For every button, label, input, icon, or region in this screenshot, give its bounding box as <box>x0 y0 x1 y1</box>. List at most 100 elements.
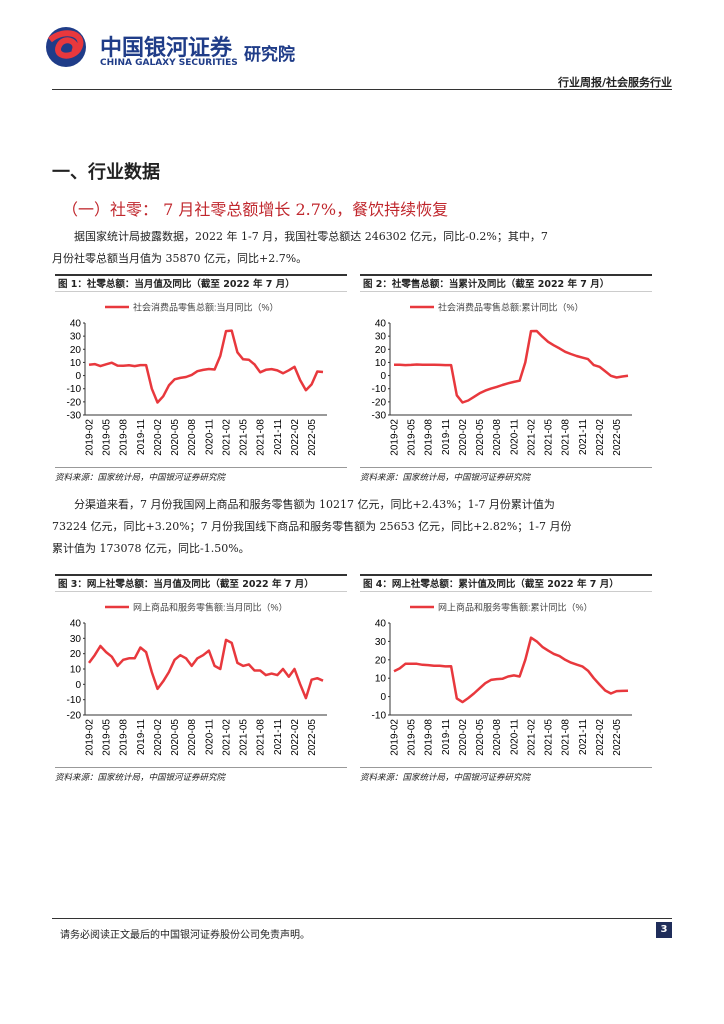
subsection-title: （一）社零： 7 月社零总额增长 2.7%，餐饮持续恢复 <box>62 200 449 219</box>
chart: -10 0 10 20 30 40 2019-02 2019-05 2019-08 2019-11… <box>372 602 632 756</box>
x-tick-label: 2021-08 <box>561 419 572 456</box>
y-tick-label: 20 <box>70 649 82 660</box>
x-tick-label: 2021-08 <box>561 719 572 756</box>
x-tick-label: 2021-02 <box>526 719 537 756</box>
x-tick-label: 2022-02 <box>290 719 301 756</box>
x-tick-label: 2019-05 <box>407 719 418 756</box>
page-number: 3 <box>656 922 672 938</box>
x-tick-label: 2020-08 <box>492 719 503 756</box>
logo <box>46 27 86 67</box>
x-tick-label: 2021-08 <box>256 419 267 456</box>
x-tick-label: 2019-08 <box>119 719 130 756</box>
brand-en: CHINA GALAXY SECURITIES <box>100 58 238 68</box>
x-tick-label: 2020-08 <box>187 719 198 756</box>
figure-title: 图 2：社零售总额：当累计及同比（截至 2022 年 7 月） <box>360 274 652 292</box>
figure-source: 资料来源：国家统计局，中国银河证券研究院 <box>360 467 652 483</box>
y-tick-label: 0 <box>380 371 386 382</box>
paragraph: 据国家统计局披露数据，2022 年 1-7 月，我国社零总额达 246302 亿… <box>52 230 548 265</box>
x-tick-label: 2021-05 <box>239 719 250 756</box>
y-tick-label: 10 <box>70 358 82 369</box>
x-tick-label: 2020-11 <box>204 719 215 755</box>
x-tick-label: 2019-05 <box>102 419 113 456</box>
x-tick-label: 2022-02 <box>595 719 606 756</box>
x-tick-label: 2020-02 <box>153 419 164 456</box>
y-tick-label: 40 <box>375 319 387 330</box>
y-tick-label: 10 <box>375 358 387 369</box>
x-tick-label: 2021-02 <box>221 719 232 756</box>
x-tick-label: 2021-11 <box>273 419 284 455</box>
x-tick-label: 2021-05 <box>239 419 250 456</box>
figure: 图 3：网上社零总额：当月值及同比（截至 2022 年 7 月） 资料来源：国家统… <box>55 574 347 789</box>
x-tick-label: 2019-08 <box>119 419 130 456</box>
y-tick-label: 0 <box>75 680 81 691</box>
x-tick-label: 2021-02 <box>526 419 537 456</box>
x-tick-label: 2021-11 <box>273 719 284 755</box>
x-tick-label: 2020-05 <box>475 719 486 756</box>
y-tick-label: -10 <box>67 695 82 706</box>
line-series <box>393 329 629 404</box>
y-tick-label: 20 <box>70 345 82 356</box>
y-tick-label: 40 <box>70 619 82 630</box>
y-tick-label: -30 <box>67 411 82 422</box>
chart: -30 -20 -10 0 10 20 30 40 2019-02 2019-05 2019-08 2… <box>372 302 632 456</box>
y-tick-label: 0 <box>75 371 81 382</box>
legend-label: 社会消费品零售总额:当月同比（%） <box>133 302 279 313</box>
x-tick-label: 2019-02 <box>85 719 96 756</box>
y-tick-label: -30 <box>372 411 387 422</box>
y-tick-label: -10 <box>372 711 387 722</box>
x-tick-label: 2020-11 <box>509 419 520 455</box>
figure-source: 资料来源：国家统计局，中国银河证券研究院 <box>55 467 347 483</box>
y-tick-label: 30 <box>70 332 82 343</box>
y-tick-label: 30 <box>375 637 387 648</box>
x-tick-label: 2019-02 <box>390 719 401 756</box>
figure-title: 图 1：社零总额：当月值及同比（截至 2022 年 7 月） <box>55 274 347 292</box>
x-tick-label: 2021-02 <box>221 419 232 456</box>
x-tick-label: 2020-11 <box>204 419 215 455</box>
x-tick-label: 2021-11 <box>578 419 589 455</box>
y-tick-label: -10 <box>67 384 82 395</box>
x-tick-label: 2019-05 <box>407 419 418 456</box>
x-tick-label: 2022-02 <box>290 419 301 456</box>
y-tick-label: 0 <box>380 692 386 703</box>
y-tick-label: 30 <box>70 634 82 645</box>
figure: 图 1：社零总额：当月值及同比（截至 2022 年 7 月） 资料来源：国家统计局… <box>55 274 347 489</box>
x-tick-label: 2022-05 <box>612 719 623 756</box>
figure: 图 2：社零售总额：当累计及同比（截至 2022 年 7 月） 资料来源：国家统计… <box>360 274 652 489</box>
line-series <box>87 638 324 700</box>
x-tick-label: 2020-05 <box>170 719 181 756</box>
x-tick-label: 2020-05 <box>170 419 181 456</box>
y-tick-label: -20 <box>67 397 82 408</box>
y-tick-label: 40 <box>70 319 82 330</box>
x-tick-label: 2019-11 <box>441 719 452 755</box>
legend-label: 网上商品和服务零售额:累计同比（%） <box>438 602 593 613</box>
paragraph: 分渠道来看，7 月份我国网上商品和服务零售额为 10217 亿元，同比+2.43… <box>52 498 572 555</box>
x-tick-label: 2020-05 <box>475 419 486 456</box>
section-title: 一、行业数据 <box>52 162 160 183</box>
y-tick-label: 10 <box>70 665 82 676</box>
disclaimer: 请务必阅读正文最后的中国银河证券股份公司免责声明。 <box>60 930 310 941</box>
y-tick-label: -20 <box>67 711 82 722</box>
brand: 中国银河证券 <box>100 36 233 61</box>
line-series <box>88 329 324 404</box>
chart: -30 -20 -10 0 10 20 30 40 2019-02 2019-05 2019-08 2… <box>67 302 327 456</box>
figure: 图 4：网上社零总额：累计值及同比（截至 2022 年 7 月） 资料来源：国家统… <box>360 574 652 789</box>
figure-source: 资料来源：国家统计局，中国银河证券研究院 <box>360 767 652 783</box>
legend-label: 网上商品和服务零售额:当月同比（%） <box>133 602 288 613</box>
x-tick-label: 2022-05 <box>612 419 623 456</box>
x-tick-label: 2019-11 <box>136 719 147 755</box>
x-tick-label: 2021-08 <box>256 719 267 756</box>
y-tick-label: 20 <box>375 345 387 356</box>
x-tick-label: 2020-08 <box>492 419 503 456</box>
y-tick-label: 30 <box>375 332 387 343</box>
x-tick-label: 2022-02 <box>595 419 606 456</box>
figure-title: 图 4：网上社零总额：累计值及同比（截至 2022 年 7 月） <box>360 574 652 592</box>
x-tick-label: 2020-08 <box>187 419 198 456</box>
x-tick-label: 2020-11 <box>509 719 520 755</box>
x-tick-label: 2020-02 <box>458 419 469 456</box>
figure-title: 图 3：网上社零总额：当月值及同比（截至 2022 年 7 月） <box>55 574 347 592</box>
x-tick-label: 2022-05 <box>307 719 318 756</box>
footer-rule <box>52 918 672 919</box>
y-tick-label: 10 <box>375 674 387 685</box>
x-tick-label: 2019-02 <box>85 419 96 456</box>
